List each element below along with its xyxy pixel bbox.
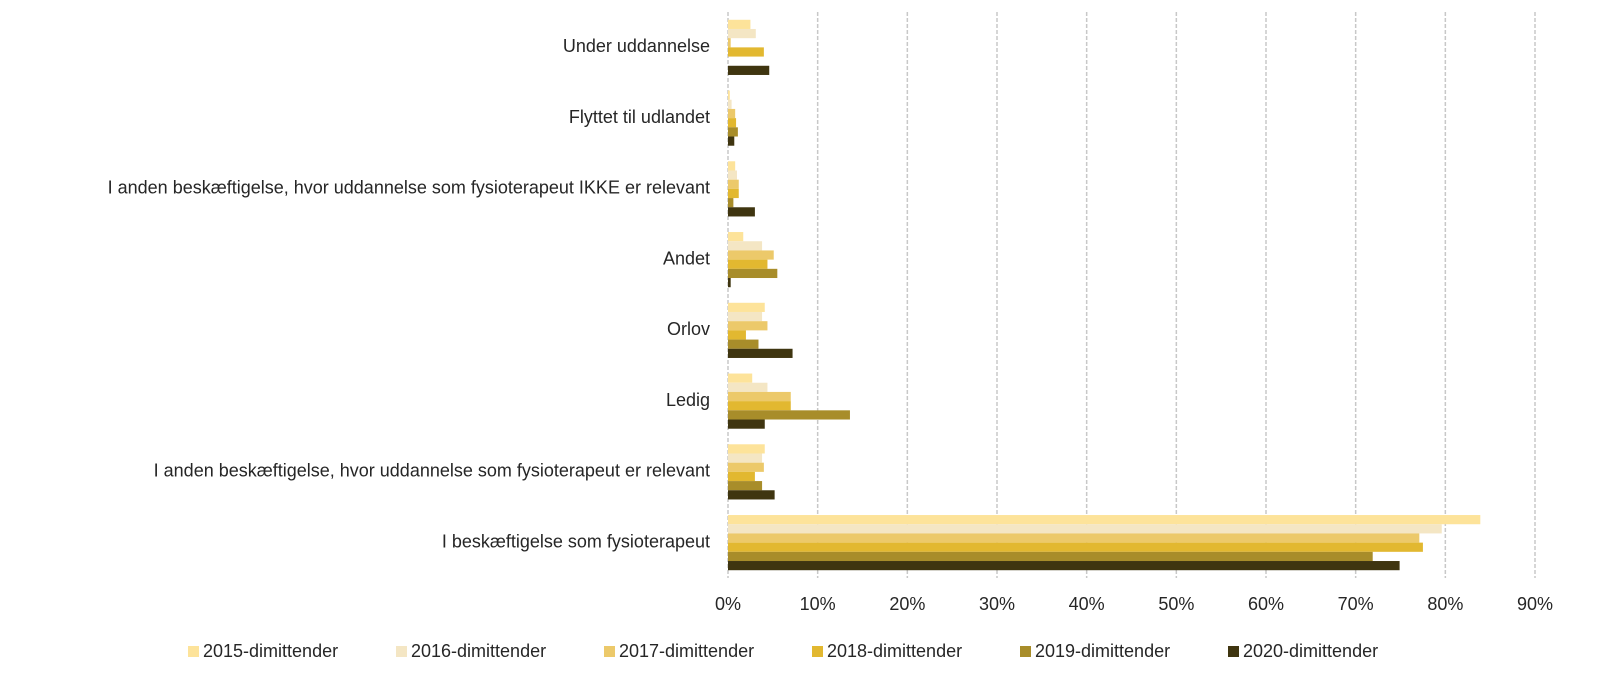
bar (728, 490, 775, 500)
bar (728, 561, 1400, 571)
bar (728, 188, 739, 199)
bar (728, 250, 774, 260)
category-label: I anden beskæftigelse, hvor uddannelse s… (154, 461, 710, 481)
bar (728, 241, 763, 251)
bar (728, 90, 730, 100)
bar (728, 382, 768, 392)
legend-label: 2019-dimittender (1035, 641, 1170, 661)
category-label: I anden beskæftigelse, hvor uddannelse s… (108, 178, 710, 198)
bar (728, 453, 763, 463)
bar (728, 444, 765, 454)
bar (728, 268, 778, 279)
x-tick-label: 30% (979, 594, 1015, 614)
bar (728, 278, 731, 288)
bar (728, 321, 768, 331)
legend-swatch (396, 646, 407, 657)
bar (728, 373, 753, 383)
x-tick-label: 80% (1427, 594, 1463, 614)
bar (728, 136, 735, 146)
bar (728, 232, 744, 242)
bar (728, 179, 739, 189)
category-label: Flyttet til udlandet (569, 107, 710, 127)
bar (728, 302, 765, 312)
legend-swatch (1020, 646, 1031, 657)
bar (728, 19, 751, 29)
bar (728, 38, 731, 48)
bar (728, 410, 850, 420)
legend-label: 2015-dimittender (203, 641, 338, 661)
bar (728, 28, 756, 39)
bar (728, 524, 1442, 534)
bar (728, 127, 738, 137)
legend-label: 2018-dimittender (827, 641, 962, 661)
legend-swatch (604, 646, 615, 657)
x-tick-label: 60% (1248, 594, 1284, 614)
category-label: Ledig (666, 390, 710, 410)
bar (728, 471, 755, 482)
bar (728, 170, 737, 180)
bar (728, 118, 737, 128)
bar (728, 99, 732, 109)
bar (728, 330, 746, 340)
bar (728, 259, 768, 269)
category-label: Orlov (667, 319, 710, 339)
legend-swatch (812, 646, 823, 657)
x-tick-label: 40% (1069, 594, 1105, 614)
x-tick-label: 0% (715, 594, 741, 614)
legend-swatch (188, 646, 199, 657)
x-tick-label: 90% (1517, 594, 1553, 614)
bar (728, 391, 791, 402)
bar (728, 108, 736, 119)
legend-label: 2017-dimittender (619, 641, 754, 661)
bar (728, 419, 765, 429)
legend-label: 2016-dimittender (411, 641, 546, 661)
bar (728, 161, 736, 171)
bar (728, 462, 764, 472)
bar (728, 481, 763, 491)
bar (728, 348, 793, 358)
category-label: Andet (663, 248, 710, 268)
legend-swatch (1228, 646, 1239, 657)
category-label: I beskæftigelse som fysioterapeut (442, 531, 710, 551)
bar (728, 207, 755, 217)
legend-label: 2020-dimittender (1243, 641, 1378, 661)
bar (728, 198, 734, 208)
x-tick-label: 10% (800, 594, 836, 614)
bar (728, 401, 791, 411)
bar (728, 515, 1481, 525)
bar (728, 542, 1423, 552)
category-label: Under uddannelse (563, 36, 710, 56)
bar (728, 47, 764, 57)
bar (728, 339, 759, 349)
bar (728, 533, 1420, 543)
bar (728, 311, 763, 322)
x-tick-label: 20% (889, 594, 925, 614)
bar (728, 65, 770, 75)
x-tick-label: 70% (1338, 594, 1374, 614)
x-tick-label: 50% (1158, 594, 1194, 614)
bar (728, 551, 1373, 562)
